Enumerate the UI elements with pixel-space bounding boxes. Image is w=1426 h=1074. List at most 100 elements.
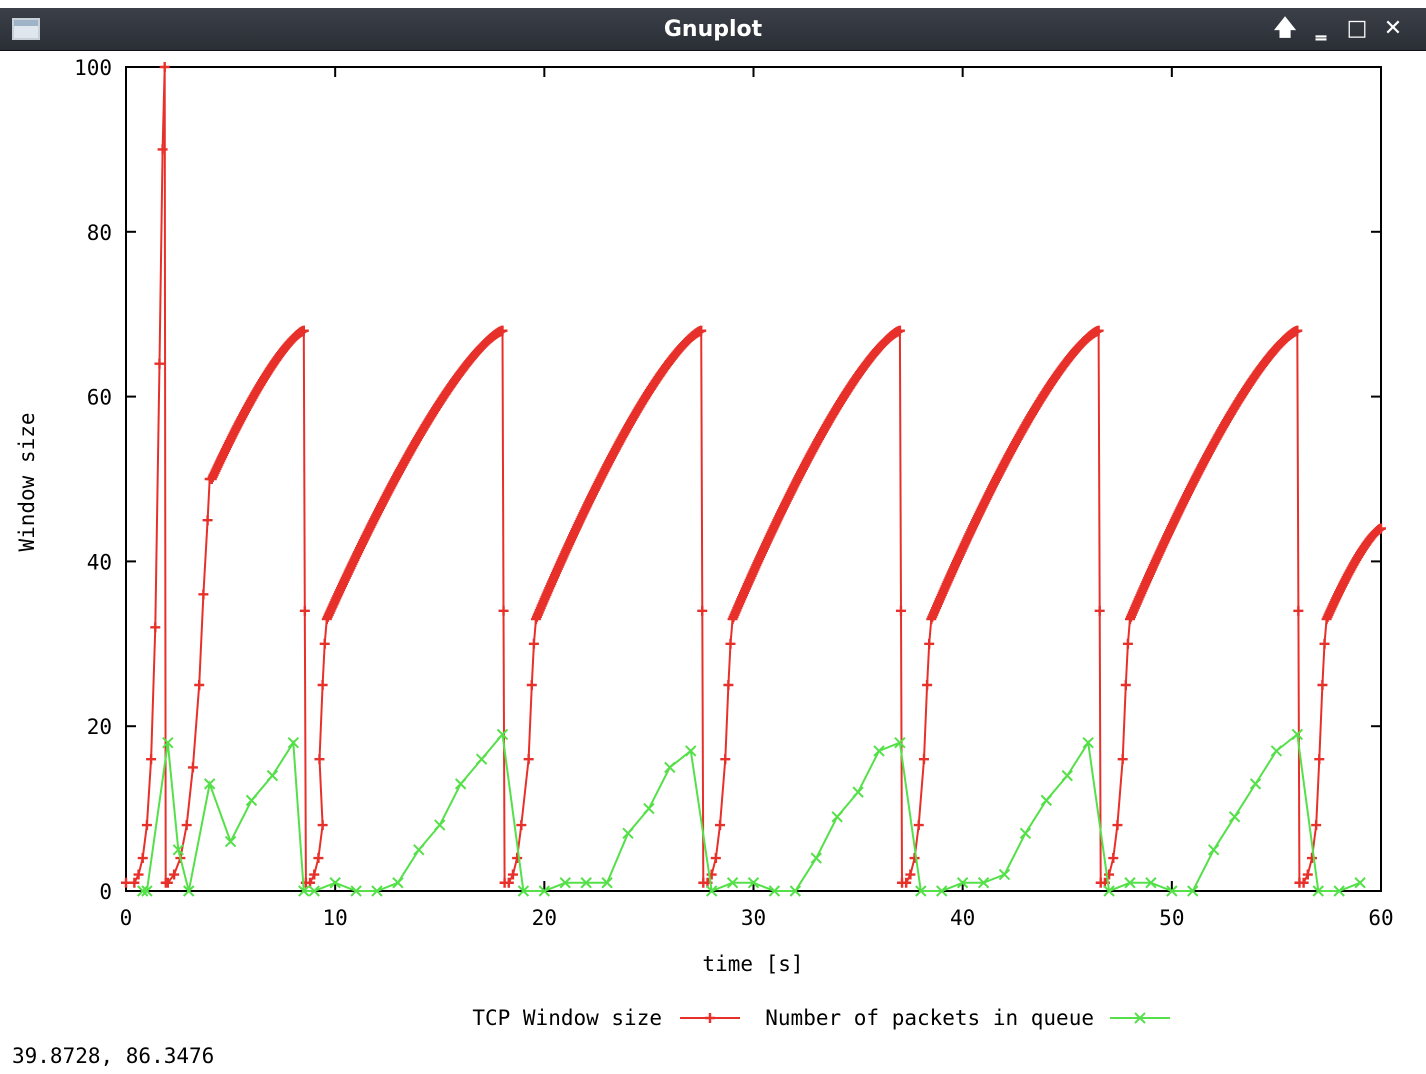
queue-point — [434, 819, 446, 831]
tcp-point — [1302, 869, 1313, 880]
tcp-point — [526, 680, 537, 690]
tcp-point — [137, 853, 148, 864]
series-queue — [137, 728, 1366, 897]
tcp-point — [528, 638, 539, 649]
queue-point — [768, 885, 781, 897]
x-tick-label: 10 — [323, 906, 348, 930]
queue-point — [1249, 778, 1262, 790]
tcp-point — [498, 605, 509, 616]
tcp-point — [319, 638, 330, 649]
tcp-point — [159, 62, 170, 72]
mouse-coordinates-readout: 39.8728, 86.3476 — [12, 1044, 215, 1068]
raise-icon[interactable]: 🡅 — [1273, 16, 1297, 41]
tcp-point — [696, 325, 707, 336]
x-tick-label: 20 — [532, 906, 557, 930]
legend: TCP Window size Number of packets in que… — [472, 1006, 1170, 1030]
tcp-point — [1293, 605, 1304, 616]
tcp-point — [299, 605, 310, 616]
tcp-point — [725, 638, 736, 649]
window-menu-icon[interactable] — [12, 18, 40, 40]
minimize-icon[interactable]: ‗ — [1315, 16, 1327, 41]
queue-point — [392, 877, 404, 889]
tcp-point — [1094, 605, 1105, 616]
tcp-point — [317, 820, 328, 831]
queue-point — [162, 736, 174, 749]
tcp-point — [697, 605, 708, 616]
queue-point — [1291, 728, 1304, 741]
queue-point — [287, 736, 300, 749]
window-titlebar[interactable]: Gnuplot 🡅 ‗ □ ✕ — [0, 8, 1426, 51]
y-tick-label: 60 — [87, 386, 112, 410]
y-tick-label: 100 — [74, 56, 112, 80]
queue-point — [1103, 885, 1115, 897]
maximize-icon[interactable]: □ — [1346, 16, 1368, 41]
queue-point — [538, 885, 551, 897]
tcp-point — [1317, 680, 1328, 690]
tcp-point — [1314, 754, 1325, 765]
queue-point — [454, 778, 467, 790]
close-icon[interactable]: ✕ — [1383, 16, 1403, 41]
tcp-point — [516, 820, 527, 831]
legend-marker-queue — [1134, 1012, 1146, 1024]
x-tick-label: 40 — [950, 906, 975, 930]
plot-canvas[interactable]: 0 10 20 30 40 50 60 0 20 40 60 80 100 time [s] Windo… — [0, 50, 1426, 1042]
legend-sample-queue — [1110, 1012, 1170, 1024]
queue-point — [172, 844, 184, 856]
queue-point — [1166, 885, 1178, 897]
x-tick-label: 50 — [1159, 906, 1184, 930]
queue-point — [1019, 827, 1032, 840]
tcp-point — [512, 853, 523, 864]
tcp-point — [313, 853, 324, 864]
queue-point — [894, 736, 906, 749]
queue-point — [643, 802, 655, 815]
queue-point — [308, 885, 320, 897]
queue-point — [413, 844, 425, 856]
tcp-point — [181, 820, 192, 831]
tcp-point — [901, 877, 912, 888]
series-tcp-window — [121, 62, 1386, 888]
tcp-point — [710, 853, 721, 864]
tcp-point — [1108, 853, 1119, 864]
queue-line — [142, 732, 1361, 893]
queue-point — [956, 877, 969, 889]
queue-point — [915, 885, 927, 897]
legend-label-queue: Number of packets in queue — [765, 1006, 1094, 1030]
tcp-point — [913, 820, 924, 831]
queue-point — [580, 877, 592, 889]
queue-point — [224, 835, 237, 848]
tcp-point — [503, 877, 514, 888]
queue-point — [298, 885, 310, 897]
queue-point — [831, 811, 843, 823]
x-tick-label: 0 — [120, 906, 133, 930]
tcp-point — [1122, 638, 1133, 649]
queue-point — [601, 877, 613, 889]
queue-point — [705, 885, 718, 897]
queue-point — [141, 885, 153, 897]
legend-marker-tcp — [705, 1013, 715, 1023]
queue-point — [183, 885, 195, 897]
queue-point — [726, 877, 739, 889]
window-title: Gnuplot — [663, 17, 763, 42]
tcp-point — [1376, 523, 1386, 534]
tcp-point — [141, 820, 152, 831]
queue-point — [810, 852, 822, 864]
tcp-point — [162, 877, 173, 888]
tcp-point — [723, 680, 734, 690]
queue-point — [1187, 885, 1199, 897]
legend-sample-tcp — [680, 1013, 740, 1023]
tcp-point — [187, 762, 198, 773]
queue-point — [1082, 736, 1094, 749]
queue-point — [350, 885, 362, 897]
queue-point — [747, 877, 760, 889]
queue-point — [852, 786, 864, 798]
tcp-point — [317, 680, 328, 690]
queue-point — [622, 827, 634, 840]
queue-point — [977, 877, 990, 889]
top-strip — [0, 0, 1426, 8]
tcp-point — [1306, 853, 1317, 864]
queue-point — [1312, 885, 1324, 897]
queue-point — [371, 885, 383, 897]
queue-point — [936, 885, 948, 897]
x-axis-label: time [s] — [702, 952, 803, 976]
tcp-point — [895, 605, 906, 616]
